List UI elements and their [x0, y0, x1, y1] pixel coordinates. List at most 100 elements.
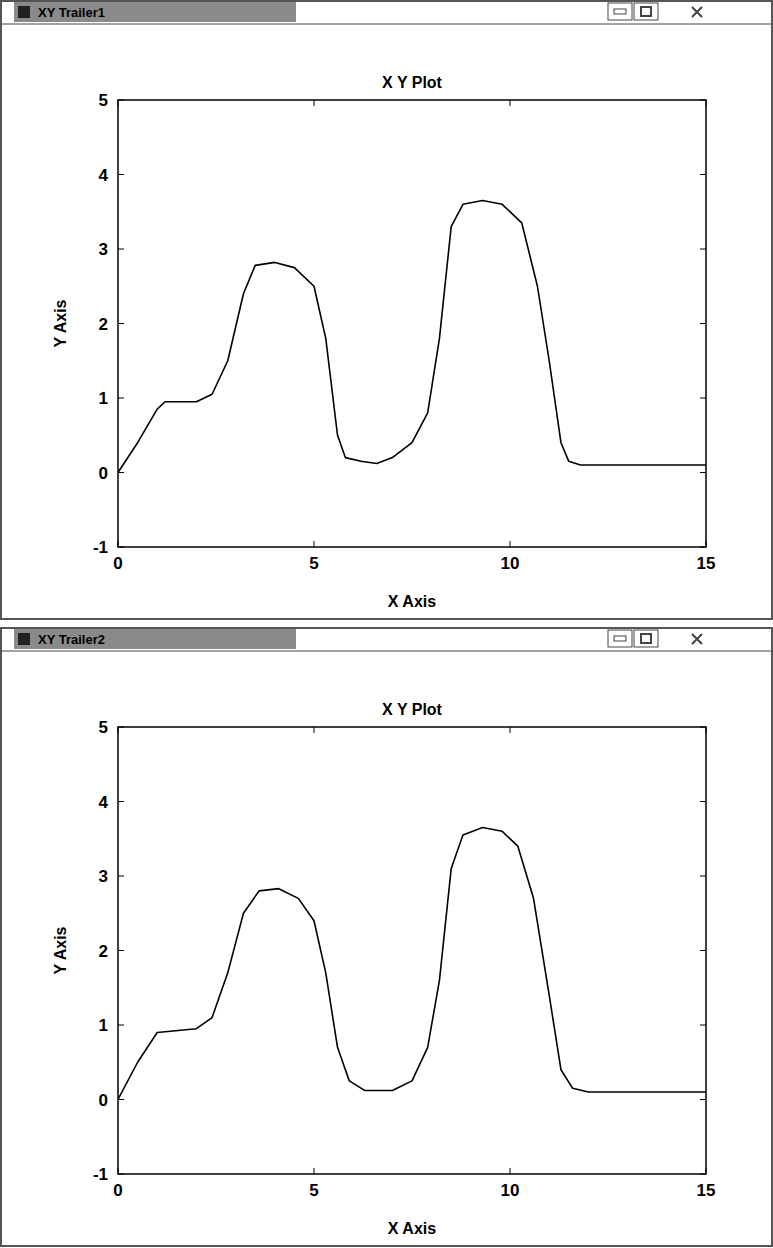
x-tick-label: 5: [309, 554, 318, 573]
plot-data: [118, 828, 706, 1100]
x-tick-top: [510, 727, 511, 733]
window-title: XY Trailer1: [38, 5, 105, 20]
x-tick-label: 15: [697, 1181, 716, 1200]
y-tick-label: 2: [99, 315, 108, 334]
plot-data: [118, 201, 706, 473]
y-tick: [118, 174, 124, 175]
x-tick: [510, 1168, 511, 1174]
x-tick: [314, 541, 315, 547]
x-tick-top: [314, 727, 315, 733]
plot-frame: [118, 727, 706, 1174]
x-tick-top: [118, 100, 119, 106]
close-button[interactable]: [692, 7, 702, 17]
close-button[interactable]: [692, 634, 702, 644]
y-tick: [118, 727, 124, 728]
chart-window: XY Trailer2X Y PlotX AxisY Axis051015-10…: [1, 628, 772, 1246]
page: XY Trailer1X Y PlotX AxisY Axis051015-10…: [0, 0, 773, 1248]
y-tick-right: [700, 1099, 706, 1100]
y-tick-label: 1: [99, 1016, 108, 1035]
window-frame: [1, 628, 772, 1246]
y-tick-label: -1: [93, 1165, 108, 1184]
background: [0, 0, 773, 1248]
x-tick: [118, 541, 119, 547]
x-tick: [706, 1168, 707, 1174]
minimize-icon: [614, 9, 626, 14]
x-tick: [118, 1168, 119, 1174]
y-tick-right: [700, 398, 706, 399]
y-tick-right: [700, 1174, 706, 1175]
maximize-button[interactable]: [634, 630, 658, 647]
y-tick-label: 5: [99, 91, 108, 110]
x-tick-top: [118, 727, 119, 733]
data-line: [118, 201, 706, 473]
title-bar-caption: [14, 2, 296, 22]
maximize-icon: [641, 634, 651, 643]
window-frame: [1, 1, 772, 619]
y-tick-right: [700, 876, 706, 877]
maximize-button[interactable]: [634, 3, 658, 20]
y-tick-right: [700, 249, 706, 250]
minimize-button[interactable]: [608, 630, 632, 647]
x-tick-label: 10: [501, 1181, 520, 1200]
y-tick-right: [700, 801, 706, 802]
y-tick: [118, 398, 124, 399]
y-tick: [118, 100, 124, 101]
y-tick: [118, 1174, 124, 1175]
y-tick-right: [700, 472, 706, 473]
y-tick-label: 2: [99, 942, 108, 961]
x-tick-top: [510, 100, 511, 106]
y-tick-label: 5: [99, 718, 108, 737]
y-tick: [118, 323, 124, 324]
window-icon: [18, 6, 30, 18]
x-tick-label: 15: [697, 554, 716, 573]
y-tick-right: [700, 1025, 706, 1026]
y-tick: [118, 801, 124, 802]
x-tick-label: 0: [113, 554, 122, 573]
x-tick-top: [706, 727, 707, 733]
title-bar: [2, 629, 771, 649]
y-tick-label: 4: [99, 793, 109, 812]
window-icon: [18, 633, 30, 645]
maximize-icon: [641, 7, 651, 16]
y-tick-right: [700, 100, 706, 101]
y-tick-label: 0: [99, 1091, 108, 1110]
y-tick-label: 0: [99, 464, 108, 483]
y-tick: [118, 950, 124, 951]
x-axis-title: X Axis: [388, 593, 436, 610]
window-title: XY Trailer2: [38, 632, 105, 647]
title-bar-border: [2, 651, 771, 652]
y-tick: [118, 547, 124, 548]
y-tick-label: 1: [99, 389, 108, 408]
x-tick: [510, 541, 511, 547]
x-tick: [706, 541, 707, 547]
y-tick: [118, 249, 124, 250]
minimize-icon: [614, 636, 626, 641]
chart-title: X Y Plot: [382, 701, 443, 718]
y-axis-title: Y Axis: [52, 926, 69, 974]
x-tick-top: [706, 100, 707, 106]
y-axis-title: Y Axis: [52, 299, 69, 347]
plot-frame: [118, 100, 706, 547]
y-tick-label: 3: [99, 867, 108, 886]
x-tick-top: [314, 100, 315, 106]
minimize-button[interactable]: [608, 3, 632, 20]
chart-title: X Y Plot: [382, 74, 443, 91]
y-tick: [118, 1025, 124, 1026]
title-bar: [2, 2, 771, 22]
x-tick: [314, 1168, 315, 1174]
y-tick-label: 4: [99, 166, 109, 185]
y-tick: [118, 876, 124, 877]
title-bar-border: [2, 24, 771, 25]
y-tick-label: 3: [99, 240, 108, 259]
data-line: [118, 828, 706, 1100]
x-tick-label: 5: [309, 1181, 318, 1200]
x-tick-label: 0: [113, 1181, 122, 1200]
y-tick-right: [700, 950, 706, 951]
y-tick-right: [700, 547, 706, 548]
y-tick-right: [700, 174, 706, 175]
chart-window: XY Trailer1X Y PlotX AxisY Axis051015-10…: [1, 1, 772, 619]
y-tick-label: -1: [93, 538, 108, 557]
title-bar-caption: [14, 629, 296, 649]
x-tick-label: 10: [501, 554, 520, 573]
y-tick-right: [700, 727, 706, 728]
